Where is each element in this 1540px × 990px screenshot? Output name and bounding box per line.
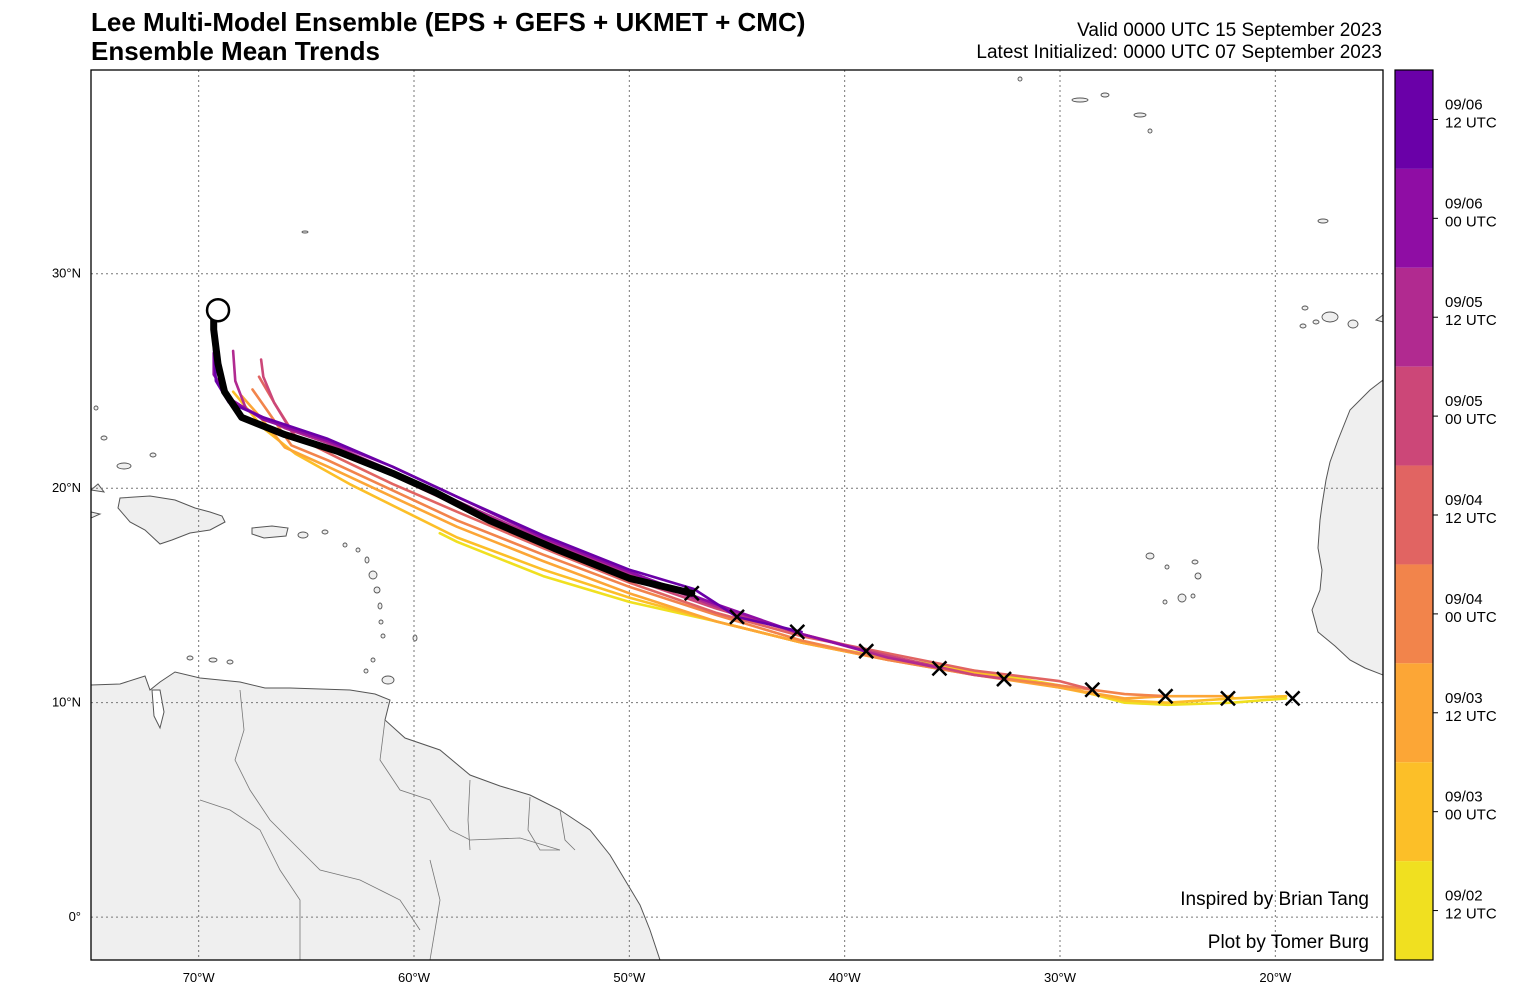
colorbar-time-label: 12 UTC bbox=[1445, 708, 1497, 725]
colorbar-time-label: 00 UTC bbox=[1445, 213, 1497, 230]
credit-plot-by: Plot by Tomer Burg bbox=[1208, 932, 1369, 953]
graticule bbox=[91, 70, 1383, 960]
initial-position-x-marker bbox=[1157, 688, 1174, 705]
lat-tick-label: 0° bbox=[69, 909, 81, 924]
initial-position-x-marker bbox=[996, 671, 1012, 687]
lon-tick-label: 70°W bbox=[183, 970, 216, 985]
initial-position-x-marker bbox=[729, 608, 745, 625]
colorbar-date-label: 09/05 bbox=[1445, 294, 1483, 311]
lon-tick-label: 20°W bbox=[1259, 970, 1292, 985]
colorbar-segment bbox=[1395, 366, 1433, 466]
lake-maracaibo bbox=[151, 689, 165, 730]
map-subtitle: Ensemble Mean Trends bbox=[91, 36, 380, 66]
lat-tick-label: 20°N bbox=[52, 480, 81, 495]
colorbar-segment bbox=[1395, 663, 1433, 763]
axis-labels: 70°W 60°W 50°W 40°W 30°W 20°W 0° 10°N 20°N 30°N bbox=[52, 266, 1292, 985]
lon-tick-label: 50°W bbox=[613, 970, 646, 985]
initial-position-x-marker bbox=[858, 643, 875, 660]
colorbar-date-label: 09/06 bbox=[1445, 195, 1483, 212]
lon-tick-label: 60°W bbox=[398, 970, 431, 985]
hispaniola-island bbox=[117, 495, 226, 545]
colorbar-segment bbox=[1395, 861, 1433, 960]
colorbar-time-label: 00 UTC bbox=[1445, 411, 1497, 428]
initial-position-x-marker bbox=[789, 623, 806, 640]
initial-position-x-marker bbox=[1284, 690, 1301, 707]
colorbar-date-label: 09/03 bbox=[1445, 789, 1483, 806]
initial-position-x-marker bbox=[1220, 690, 1236, 707]
colorbar-date-label: 09/05 bbox=[1445, 393, 1483, 410]
landmasses bbox=[91, 76, 1383, 960]
colorbar-segment bbox=[1395, 762, 1433, 862]
puerto-rico bbox=[251, 525, 289, 539]
map-frame bbox=[90, 69, 1384, 961]
colorbar-time-label: 12 UTC bbox=[1445, 906, 1497, 923]
credit-inspired: Inspired by Brian Tang bbox=[1180, 889, 1369, 910]
colorbar-segment bbox=[1395, 267, 1433, 367]
lon-tick-label: 30°W bbox=[1044, 970, 1077, 985]
colorbar-date-label: 09/04 bbox=[1445, 591, 1483, 608]
atlantic-islands bbox=[1017, 76, 1359, 605]
colorbar-time-label: 12 UTC bbox=[1445, 312, 1497, 329]
colorbar-segment bbox=[1395, 168, 1433, 268]
colorbar-time-label: 12 UTC bbox=[1445, 114, 1497, 131]
track-line bbox=[251, 388, 1169, 698]
colorbar-date-label: 09/04 bbox=[1445, 492, 1483, 509]
track-line bbox=[240, 394, 1234, 700]
lat-tick-label: 10°N bbox=[52, 695, 81, 710]
map-title: Lee Multi-Model Ensemble (EPS + GEFS + U… bbox=[91, 7, 806, 37]
initial-position-x-marker bbox=[1084, 681, 1101, 698]
forecast-end-circle-marker bbox=[205, 297, 231, 323]
africa-landmass bbox=[1311, 379, 1383, 676]
colorbar-date-label: 09/03 bbox=[1445, 690, 1483, 707]
initial-position-markers bbox=[205, 297, 1301, 707]
lesser-antilles bbox=[93, 230, 418, 685]
colorbar-date-label: 09/06 bbox=[1445, 96, 1483, 113]
country-borders bbox=[199, 689, 576, 960]
lat-tick-label: 30°N bbox=[52, 266, 81, 281]
lon-tick-label: 40°W bbox=[829, 970, 862, 985]
initialized-time-label: Latest Initialized: 0000 UTC 07 Septembe… bbox=[976, 42, 1382, 63]
valid-time-label: Valid 0000 UTC 15 September 2023 bbox=[1077, 20, 1382, 41]
colorbar-date-label: 09/02 bbox=[1445, 888, 1483, 905]
initial-position-x-marker bbox=[683, 585, 700, 602]
colorbar-segment bbox=[1395, 70, 1433, 169]
cuba-edge bbox=[91, 511, 102, 519]
colorbar-time-label: 00 UTC bbox=[1445, 807, 1497, 824]
colorbar-segment bbox=[1395, 564, 1433, 664]
initial-position-x-marker bbox=[931, 660, 948, 677]
colorbar-segment bbox=[1395, 465, 1433, 565]
gulf-of-guinea-coast bbox=[1374, 314, 1383, 323]
colorbar-frame bbox=[1394, 69, 1434, 961]
colorbar-time-label: 12 UTC bbox=[1445, 510, 1497, 527]
ensemble-tracks bbox=[210, 308, 1288, 707]
track-line bbox=[210, 308, 696, 597]
colorbar-time-label: 00 UTC bbox=[1445, 609, 1497, 626]
